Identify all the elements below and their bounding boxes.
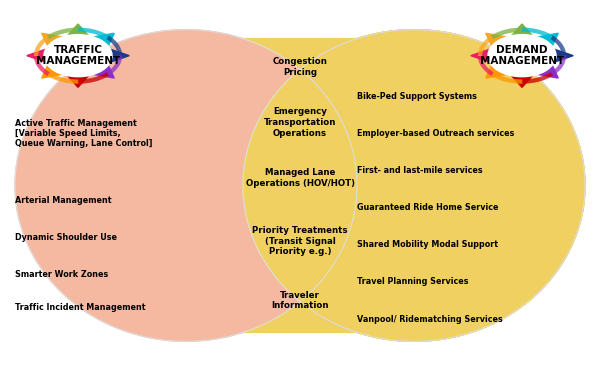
Text: Dynamic Shoulder Use: Dynamic Shoulder Use [15, 233, 117, 242]
Text: Priority Treatments
(Transit Signal
Priority e.g.): Priority Treatments (Transit Signal Prio… [252, 226, 348, 256]
Text: Congestion
Pricing: Congestion Pricing [272, 57, 328, 77]
Polygon shape [553, 49, 573, 63]
Text: DEMAND
MANAGEMENT: DEMAND MANAGEMENT [480, 45, 564, 66]
Text: Shared Mobility Modal Support: Shared Mobility Modal Support [357, 240, 498, 249]
Text: TRAFFIC
MANAGEMENT: TRAFFIC MANAGEMENT [36, 45, 120, 66]
Text: First- and last-mile services: First- and last-mile services [357, 166, 482, 175]
Text: Arterial Management: Arterial Management [15, 196, 112, 205]
Text: Active Traffic Management
[Variable Speed Limits,
Queue Warning, Lane Control]: Active Traffic Management [Variable Spee… [15, 119, 152, 148]
Polygon shape [92, 33, 114, 47]
Text: Guaranteed Ride Home Service: Guaranteed Ride Home Service [357, 203, 499, 212]
Polygon shape [536, 33, 558, 47]
Text: Emergency
Transportation
Operations: Emergency Transportation Operations [264, 107, 336, 138]
Ellipse shape [243, 30, 585, 341]
Ellipse shape [44, 35, 112, 77]
Polygon shape [42, 33, 64, 47]
Text: Travel Planning Services: Travel Planning Services [357, 278, 469, 286]
Polygon shape [243, 30, 585, 341]
Ellipse shape [488, 35, 556, 77]
Polygon shape [109, 49, 129, 63]
Polygon shape [92, 64, 114, 78]
Polygon shape [42, 64, 64, 78]
Polygon shape [511, 24, 533, 37]
Text: Bike-Ped Support Systems: Bike-Ped Support Systems [357, 92, 477, 101]
Text: Traffic Incident Management: Traffic Incident Management [15, 303, 146, 312]
Polygon shape [27, 49, 47, 63]
Polygon shape [67, 24, 89, 37]
Text: Traveler
Information: Traveler Information [271, 290, 329, 311]
Polygon shape [486, 33, 508, 47]
Polygon shape [486, 64, 508, 78]
Text: Vanpool/ Ridematching Services: Vanpool/ Ridematching Services [357, 315, 503, 324]
Text: Employer-based Outreach services: Employer-based Outreach services [357, 129, 514, 138]
Polygon shape [471, 49, 491, 63]
Polygon shape [511, 75, 533, 87]
Polygon shape [67, 75, 89, 87]
Polygon shape [536, 64, 558, 78]
Ellipse shape [15, 30, 357, 341]
Text: Smarter Work Zones: Smarter Work Zones [15, 270, 108, 279]
Text: Managed Lane
Operations (HOV/HOT): Managed Lane Operations (HOV/HOT) [245, 168, 355, 188]
